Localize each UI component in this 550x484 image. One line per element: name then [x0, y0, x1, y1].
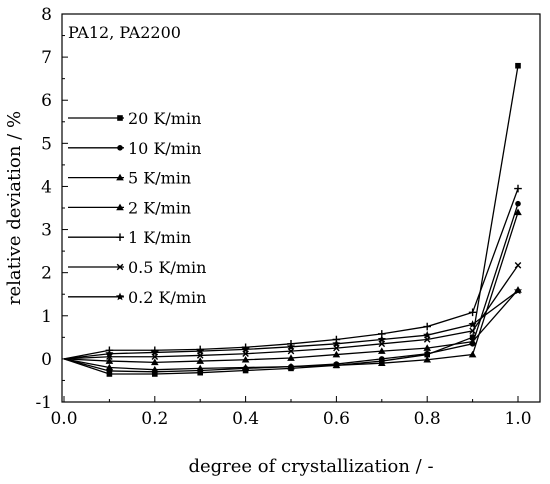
legend-label: 1 K/min	[128, 228, 191, 247]
y-tick-label: -1	[35, 393, 52, 413]
data-point	[241, 355, 250, 363]
data-point	[286, 342, 296, 351]
legend-label: 0.2 K/min	[128, 288, 206, 307]
legend-marker	[116, 173, 124, 181]
data-point	[514, 262, 522, 269]
legend-label: 20 K/min	[128, 109, 201, 128]
legend-marker	[117, 115, 123, 121]
data-point	[287, 362, 295, 370]
data-point	[468, 320, 477, 328]
data-point	[515, 200, 521, 207]
legend-marker	[115, 292, 125, 301]
data-point	[514, 184, 522, 193]
legend: 20 K/min 10 K/min 5 K/min 2 K/min 1 K/min 0.5…	[68, 109, 206, 307]
y-tick-label: 4	[41, 177, 52, 197]
data-point	[241, 345, 250, 353]
x-tick-label: 0.0	[50, 409, 77, 429]
data-point	[469, 327, 476, 335]
data-point	[287, 354, 295, 361]
data-point	[196, 346, 205, 355]
data-point	[150, 348, 159, 356]
data-point	[423, 355, 431, 363]
data-point	[196, 357, 204, 364]
data-point	[513, 286, 523, 295]
x-tick-label: 1.0	[504, 409, 531, 429]
legend-label: 10 K/min	[128, 139, 201, 158]
data-point	[379, 356, 385, 362]
x-tick-label: 0.6	[323, 409, 350, 429]
data-point	[105, 363, 114, 371]
legend-marker	[116, 263, 124, 271]
chart-annotation: PA12, PA2200	[68, 23, 181, 42]
series-group	[63, 62, 523, 377]
series-2-k-min	[63, 286, 522, 366]
data-point	[332, 361, 341, 369]
data-point	[424, 350, 431, 357]
data-point	[423, 322, 431, 331]
y-axis-label: relative deviation / %	[4, 111, 25, 305]
data-point	[106, 371, 113, 377]
legend-marker	[116, 233, 124, 241]
legend-label: 2 K/min	[128, 198, 191, 217]
series-0-2-k-min	[63, 286, 523, 360]
y-tick-label: 8	[41, 5, 52, 25]
x-axis-label: degree of crystallization / -	[188, 456, 433, 477]
data-point	[332, 350, 341, 358]
legend-entry: 2 K/min	[68, 198, 191, 217]
data-point	[423, 330, 432, 339]
y-tick-label: 7	[41, 48, 52, 68]
x-tick-label: 0.4	[232, 409, 259, 429]
data-point	[151, 365, 159, 373]
series-5-k-min	[63, 208, 522, 373]
legend-marker	[117, 145, 123, 151]
data-point	[468, 337, 477, 345]
series-0-5-k-min	[63, 262, 522, 361]
legend-entry: 20 K/min	[68, 109, 201, 128]
legend-entry: 0.5 K/min	[68, 258, 206, 277]
x-tick-label: 0.2	[141, 409, 168, 429]
data-point	[468, 308, 477, 317]
legend-marker	[116, 203, 124, 211]
axis-ticks: 0.0 0.2 0.4 0.6 0.8 1.0 -1 0 1 2 3 4 5 6 7 8	[35, 5, 531, 429]
data-point	[151, 358, 159, 366]
data-point	[378, 359, 386, 366]
x-tick-label: 0.8	[414, 409, 441, 429]
legend-label: 0.5 K/min	[128, 258, 206, 277]
y-tick-label: 5	[41, 134, 52, 154]
data-point	[105, 357, 114, 364]
data-point	[377, 335, 386, 343]
data-point	[514, 208, 522, 216]
data-point	[469, 334, 476, 341]
legend-entry: 10 K/min	[68, 139, 201, 158]
y-tick-label: 6	[41, 91, 52, 111]
data-point	[105, 349, 114, 358]
legend-entry: 1 K/min	[68, 228, 191, 247]
data-point	[423, 344, 431, 351]
data-point	[378, 347, 386, 354]
y-tick-label: 3	[41, 221, 52, 241]
data-point	[468, 350, 477, 358]
legend-entry: 0.2 K/min	[68, 288, 206, 307]
data-point	[241, 363, 250, 371]
y-tick-label: 0	[41, 350, 52, 370]
data-point	[515, 62, 521, 69]
data-point	[196, 364, 204, 372]
y-tick-label: 2	[41, 264, 52, 284]
legend-label: 5 K/min	[128, 169, 191, 188]
y-tick-label: 1	[41, 307, 52, 327]
legend-entry: 5 K/min	[68, 169, 191, 188]
data-point	[332, 339, 341, 348]
